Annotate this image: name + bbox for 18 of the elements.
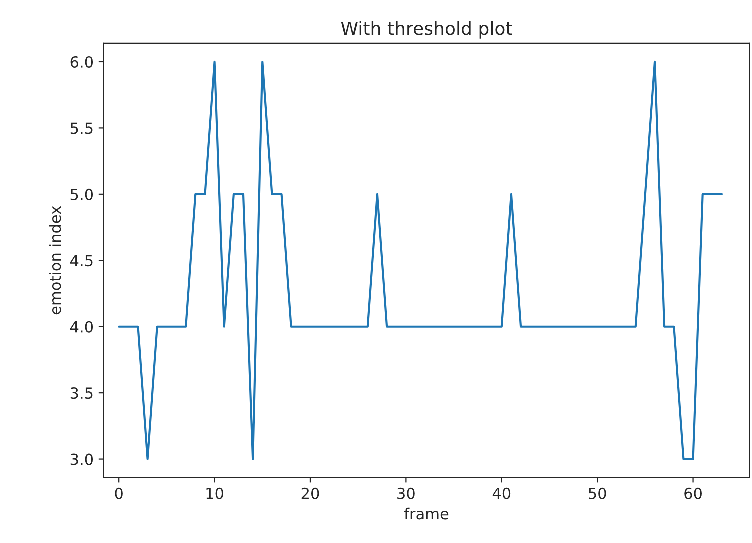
x-tick-label: 50 xyxy=(589,488,606,500)
x-tick-label: 0 xyxy=(115,488,123,500)
x-tick-label: 20 xyxy=(302,488,320,500)
y-tick-label: 5.5 xyxy=(70,122,93,134)
y-tick-label: 3.0 xyxy=(70,454,94,466)
chart-title: With threshold plot xyxy=(341,21,512,39)
line-series xyxy=(118,60,724,460)
x-tick-label: 40 xyxy=(492,488,511,500)
y-tick-label: 4.0 xyxy=(70,321,94,333)
y-tick-label: 5.0 xyxy=(70,188,94,200)
y-tick-label: 4.5 xyxy=(70,255,93,267)
x-tick-label: 60 xyxy=(684,488,702,500)
x-axis-title: frame xyxy=(404,508,449,520)
y-tick-label: 3.5 xyxy=(70,388,93,400)
y-tick-label: 6.0 xyxy=(70,56,94,68)
x-tick-label: 10 xyxy=(206,488,224,500)
x-tick-label: 30 xyxy=(398,488,415,500)
y-axis-title: emotion index xyxy=(49,206,62,315)
